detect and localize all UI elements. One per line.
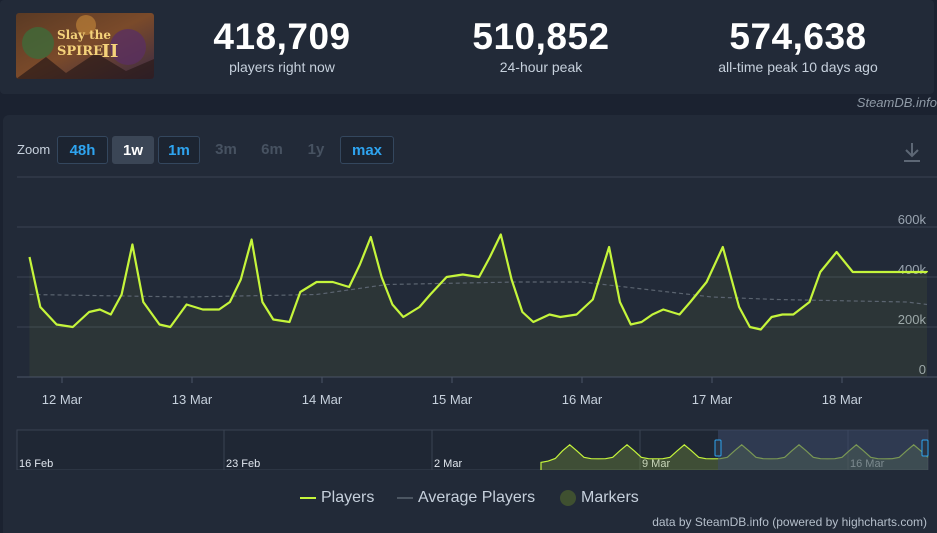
x-tick-label: 17 Mar: [692, 392, 733, 407]
stat-players-now: 418,709 players right now: [192, 16, 372, 76]
navigator-tick-label: 2 Mar: [434, 458, 462, 470]
x-tick-label: 18 Mar: [822, 392, 863, 407]
navigator-tick-label: 23 Feb: [226, 458, 260, 470]
x-tick-label: 15 Mar: [432, 392, 473, 407]
legend-item-players[interactable]: Players: [300, 489, 374, 507]
stat-all-time-peak: 574,638 all-time peak 10 days ago: [683, 16, 913, 76]
stat-value: 574,638: [729, 16, 867, 57]
average-line-icon: [397, 497, 413, 499]
x-tick-label: 13 Mar: [172, 392, 213, 407]
navigator-tick-label: 16 Feb: [19, 458, 53, 470]
navigator-tick-label: 9 Mar: [642, 458, 670, 470]
markers-circle-icon: [560, 489, 576, 506]
y-tick-label: 600k: [898, 212, 927, 227]
stat-label: players right now: [229, 59, 335, 75]
footer-credit[interactable]: data by SteamDB.info (powered by highcha…: [652, 515, 927, 529]
players-chart[interactable]: 0 200k 400k 600k 12 Mar 13 Mar 14 Mar 15 Mar 16 …: [0, 170, 937, 470]
zoom-6m-button[interactable]: 6m: [261, 141, 283, 158]
stat-value: 510,852: [472, 16, 610, 57]
stats-bar: Slay the SPIRE II 418,709 players right …: [0, 0, 934, 94]
stat-value: 418,709: [213, 16, 351, 57]
legend-item-markers[interactable]: Markers: [560, 489, 639, 507]
stat-label: all-time peak 10 days ago: [718, 59, 878, 75]
legend-label: Players: [321, 489, 375, 506]
logo-numeral: II: [102, 41, 119, 62]
zoom-48h-button[interactable]: 48h: [57, 136, 108, 164]
legend-label: Average Players: [418, 489, 536, 506]
stat-24h-peak: 510,852 24-hour peak: [441, 16, 641, 76]
zoom-1y-button[interactable]: 1y: [307, 141, 325, 158]
zoom-1m-button[interactable]: 1m: [158, 136, 200, 164]
game-logo[interactable]: Slay the SPIRE II: [16, 13, 154, 79]
legend-item-average-players[interactable]: Average Players: [397, 489, 535, 507]
x-tick-label: 12 Mar: [42, 392, 83, 407]
navigator-handle: [921, 439, 929, 457]
download-icon[interactable]: [901, 140, 923, 164]
y-tick-label: 400k: [898, 262, 927, 277]
stat-label: 24-hour peak: [499, 59, 583, 75]
legend-label: Markers: [581, 489, 639, 506]
logo-line1: Slay the: [57, 28, 111, 42]
navigator-selection: [718, 430, 928, 470]
game-logo-art: Slay the SPIRE II: [16, 13, 154, 79]
logo-line2: SPIRE: [57, 44, 103, 59]
y-tick-label: 200k: [898, 312, 927, 327]
y-tick-label: 0: [919, 362, 926, 377]
source-credit[interactable]: SteamDB.info: [856, 95, 937, 110]
average-players-line: [29, 281, 928, 306]
x-tick-label: 16 Mar: [562, 392, 603, 407]
zoom-1w-button[interactable]: 1w: [112, 136, 154, 164]
zoom-label: Zoom: [17, 142, 51, 157]
players-line-icon: [300, 496, 316, 499]
x-tick-label: 14 Mar: [302, 392, 343, 407]
zoom-max-button[interactable]: max: [340, 136, 394, 164]
players-line: [28, 233, 929, 331]
zoom-3m-button[interactable]: 3m: [215, 141, 237, 158]
navigator-handle: [714, 439, 722, 457]
players-area: [29, 234, 927, 377]
